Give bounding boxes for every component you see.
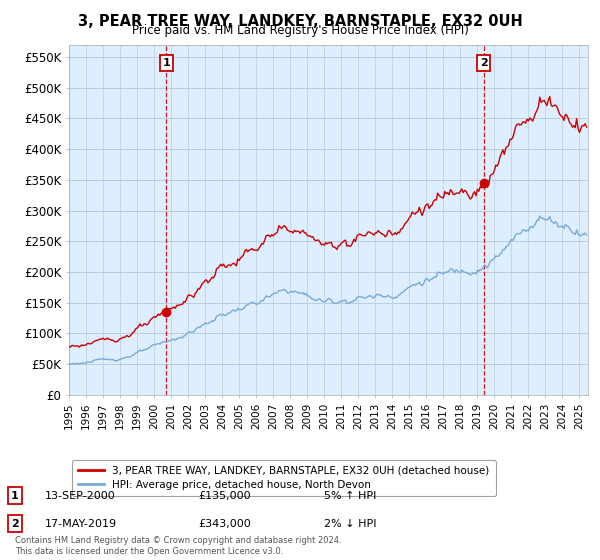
Text: 1: 1 [162,58,170,68]
Text: Contains HM Land Registry data © Crown copyright and database right 2024.
This d: Contains HM Land Registry data © Crown c… [15,536,341,556]
Text: 17-MAY-2019: 17-MAY-2019 [45,519,117,529]
Text: 2% ↓ HPI: 2% ↓ HPI [324,519,377,529]
Text: £343,000: £343,000 [198,519,251,529]
Text: 3, PEAR TREE WAY, LANDKEY, BARNSTAPLE, EX32 0UH: 3, PEAR TREE WAY, LANDKEY, BARNSTAPLE, E… [77,14,523,29]
Text: 5% ↑ HPI: 5% ↑ HPI [324,491,376,501]
Text: 13-SEP-2000: 13-SEP-2000 [45,491,116,501]
Text: Price paid vs. HM Land Registry's House Price Index (HPI): Price paid vs. HM Land Registry's House … [131,24,469,37]
Legend: 3, PEAR TREE WAY, LANDKEY, BARNSTAPLE, EX32 0UH (detached house), HPI: Average p: 3, PEAR TREE WAY, LANDKEY, BARNSTAPLE, E… [71,460,496,496]
Text: 2: 2 [480,58,488,68]
Text: 2: 2 [11,519,19,529]
Text: 1: 1 [11,491,19,501]
Text: £135,000: £135,000 [198,491,251,501]
